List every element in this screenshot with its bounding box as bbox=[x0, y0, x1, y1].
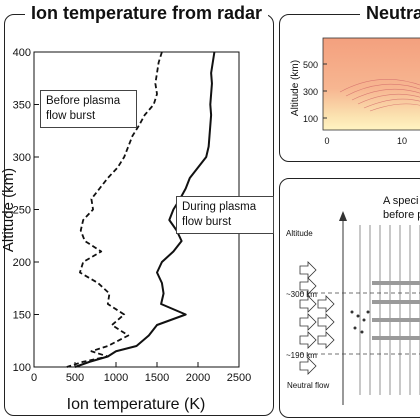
y-tick-label: 350 bbox=[13, 100, 31, 112]
neutral-flow-arrows bbox=[299, 261, 335, 375]
ion-temperature-panel-title: Ion temperature from radar bbox=[25, 3, 269, 24]
altitude-axis-arrow-icon bbox=[339, 211, 347, 221]
neutral-flow-arrow-icon bbox=[317, 331, 335, 349]
y-tick-label: 100 bbox=[13, 362, 31, 374]
neutral-y-axis-label: Altitude (km) bbox=[290, 60, 301, 116]
axis-ticks: 0 500 1000 1500 2000 2500 100 150 200 250 300 350 40… bbox=[13, 47, 252, 384]
y-tick-label: 300 bbox=[13, 152, 31, 164]
neutral-ytick-300: 300 bbox=[303, 87, 318, 97]
neutral-panel-title: Neutral bbox=[360, 3, 420, 24]
y-tick-label: 150 bbox=[13, 310, 31, 322]
schematic-caption-line1: A speci bbox=[383, 195, 418, 207]
neutral-colormap bbox=[322, 37, 420, 131]
neutral-flow-arrow-icon bbox=[299, 357, 317, 375]
x-tick-label: 1500 bbox=[145, 372, 169, 384]
y-tick-label: 200 bbox=[13, 257, 31, 269]
neutral-xtick-0: 0 bbox=[324, 136, 329, 146]
x-tick-label: 2500 bbox=[227, 372, 251, 384]
y-tick-label: 250 bbox=[13, 205, 31, 217]
level-300-label: ~300 km bbox=[286, 290, 317, 299]
neutral-axis-ticks bbox=[323, 63, 327, 119]
neutral-flow-label: Neutral flow bbox=[287, 381, 329, 390]
horizontal-bars bbox=[372, 281, 420, 340]
neutral-flow-arrow-icon bbox=[299, 331, 317, 349]
level-190-label: ~190 km bbox=[286, 351, 317, 360]
neutral-flow-arrow-icon bbox=[299, 313, 317, 331]
x-tick-label: 2000 bbox=[186, 372, 210, 384]
series-before-burst-line bbox=[66, 51, 163, 368]
neutral-flow-arrow-icon bbox=[299, 295, 317, 313]
neutral-flow-arrow-icon bbox=[299, 261, 317, 279]
x-tick-label: 1000 bbox=[104, 372, 128, 384]
y-axis-label: Altitude (km) bbox=[0, 168, 17, 252]
during-burst-label: During plasma flow burst bbox=[176, 196, 274, 234]
series-layer bbox=[66, 51, 216, 368]
neutral-ytick-500: 500 bbox=[303, 60, 318, 70]
schematic-panel bbox=[279, 178, 420, 418]
x-tick-label: 500 bbox=[66, 372, 84, 384]
x-tick-label: 0 bbox=[31, 372, 37, 384]
x-axis-label: Ion temperature (K) bbox=[67, 396, 206, 413]
before-burst-label: Before plasma flow burst bbox=[40, 90, 137, 128]
y-tick-label: 400 bbox=[13, 47, 31, 59]
neutral-flow-arrow-icon bbox=[317, 295, 335, 313]
series-during-burst-line bbox=[74, 51, 216, 368]
neutral-contours bbox=[339, 78, 420, 112]
neutral-xtick-10: 10 bbox=[397, 136, 407, 146]
altitude-label: Altitude bbox=[286, 229, 313, 238]
schematic-caption-line2: before p bbox=[383, 209, 420, 221]
neutral-ytick-100: 100 bbox=[303, 114, 318, 124]
downward-flux-lines bbox=[359, 225, 420, 395]
neutral-flow-arrow-icon bbox=[299, 277, 317, 295]
neutral-flow-arrow-icon bbox=[317, 313, 335, 331]
particle-dots bbox=[350, 310, 370, 334]
